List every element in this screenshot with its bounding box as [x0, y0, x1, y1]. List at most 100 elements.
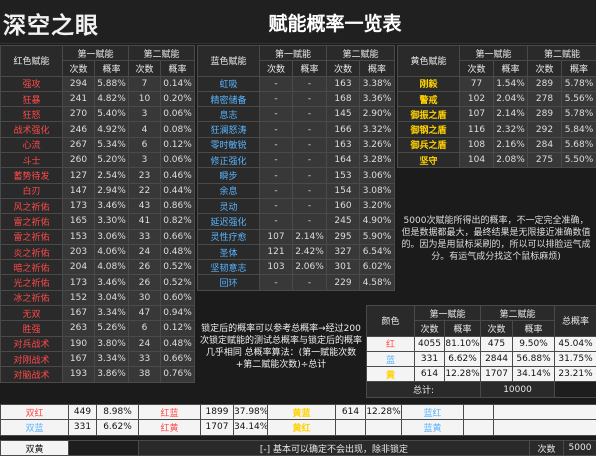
yellow-first-rate: 2.16% — [494, 137, 528, 152]
combo-name: 黄蓝 — [268, 405, 336, 420]
red-second-rate: 0.44% — [161, 183, 195, 198]
yellow-count2-header: 次数 — [528, 61, 562, 76]
combo-name-cell: 双黄 — [1, 441, 69, 456]
summary-first-count: 331 — [415, 351, 445, 366]
yellow-first-count: 77 — [460, 76, 494, 91]
red-second-rate: 0.66% — [161, 351, 195, 366]
red-first-count: 260 — [63, 153, 95, 168]
yellow-first-rate: 2.32% — [494, 122, 528, 137]
page-title: 赋能概率一览表 — [230, 9, 440, 36]
blue-second-rate: 3.36% — [360, 91, 395, 106]
red-enhance-name: 战术强化 — [1, 122, 63, 137]
red-first-rate: 5.88% — [95, 76, 129, 91]
summary-color-name: 蓝 — [367, 351, 415, 366]
yellow-second-rate: 5.50% — [562, 153, 596, 168]
blue-second-rate: 6.54% — [360, 244, 395, 259]
red-first-rate: 3.86% — [95, 367, 129, 382]
combo-name: 黄红 — [268, 420, 336, 435]
summary-first-rate: 81.10% — [445, 336, 481, 351]
red-second-count: 6 — [129, 137, 161, 152]
blue-second-rate: 5.90% — [360, 229, 395, 244]
red-second-count: 33 — [129, 229, 161, 244]
red-enhance-name: 无双 — [1, 306, 63, 321]
red-header-label: 红色赋能 — [1, 46, 63, 77]
combo-count — [464, 405, 494, 420]
blue-first-count: - — [260, 183, 293, 198]
blue-second-count: 153 — [327, 168, 360, 183]
red-first-rate: 4.08% — [95, 260, 129, 275]
yellow-first-rate: 2.14% — [494, 107, 528, 122]
red-second-count: 41 — [129, 214, 161, 229]
red-first-rate: 5.26% — [95, 321, 129, 336]
red-first-rate: 3.30% — [95, 214, 129, 229]
yellow-rate2-header: 概率 — [562, 61, 596, 76]
combo-count: 614 — [336, 405, 366, 420]
red-second-rate: 0.46% — [161, 168, 195, 183]
combo-name: 红黄 — [139, 420, 201, 435]
blue-first-rate: 2.42% — [293, 244, 327, 259]
footer-row: 双黄 [-] 基本可以确定不会出现，除非锁定 次数 5000 — [0, 440, 596, 456]
red-enhance-name: 暗之祈佑 — [1, 260, 63, 275]
red-second-count: 7 — [129, 76, 161, 91]
blue-second-count: 163 — [327, 137, 360, 152]
blue-enhance-name: 圣体 — [198, 244, 260, 259]
blue-first-count: - — [260, 76, 293, 91]
blue-second-rate: 6.02% — [360, 260, 395, 275]
red-first-count: 147 — [63, 183, 95, 198]
red-first-rate: 3.46% — [95, 198, 129, 213]
yellow-second-count: 284 — [528, 137, 562, 152]
red-second-rate: 0.52% — [161, 275, 195, 290]
blue-first-count: - — [260, 153, 293, 168]
red-second-count: 47 — [129, 306, 161, 321]
blue-first-rate: 2.06% — [293, 260, 327, 275]
summary-second-rate: 34.14% — [513, 367, 555, 382]
red-second-rate: 0.76% — [161, 367, 195, 382]
blue-enhance-name: 精密储备 — [198, 91, 260, 106]
yellow-second-count: 275 — [528, 153, 562, 168]
combo-rate: 34.14% — [234, 420, 268, 435]
summary-color-name: 红 — [367, 336, 415, 351]
blue-second-rate: 3.08% — [360, 183, 395, 198]
blue-first-count: - — [260, 91, 293, 106]
red-first-rate: 5.20% — [95, 153, 129, 168]
combo-rate: 37.98% — [234, 405, 268, 420]
red-enhance-name: 对刚战术 — [1, 351, 63, 366]
yellow-second-rate: 5.56% — [562, 91, 596, 106]
blue-first-count: - — [260, 168, 293, 183]
red-first-count: 263 — [63, 321, 95, 336]
yellow-enhance-name: 坚守 — [398, 153, 460, 168]
red-second-count: 4 — [129, 122, 161, 137]
red-enhance-name: 对兵战术 — [1, 336, 63, 351]
red-first-count: 241 — [63, 91, 95, 106]
blue-second-count: 164 — [327, 153, 360, 168]
red-first-rate: 3.46% — [95, 275, 129, 290]
red-second-rate: 0.60% — [161, 290, 195, 305]
red-second-rate: 0.12% — [161, 137, 195, 152]
yellow-first-count: 107 — [460, 107, 494, 122]
blue-first-rate: - — [293, 91, 327, 106]
red-first-count: 173 — [63, 198, 95, 213]
yellow-first-count: 108 — [460, 137, 494, 152]
summary-first-header: 第一赋能 — [415, 306, 481, 321]
red-second-count: 3 — [129, 153, 161, 168]
red-second-count: 26 — [129, 260, 161, 275]
summary-first-rate: 12.28% — [445, 367, 481, 382]
blue-first-count: - — [260, 122, 293, 137]
red-first-rate: 2.54% — [95, 168, 129, 183]
red-second-count: 6 — [129, 321, 161, 336]
